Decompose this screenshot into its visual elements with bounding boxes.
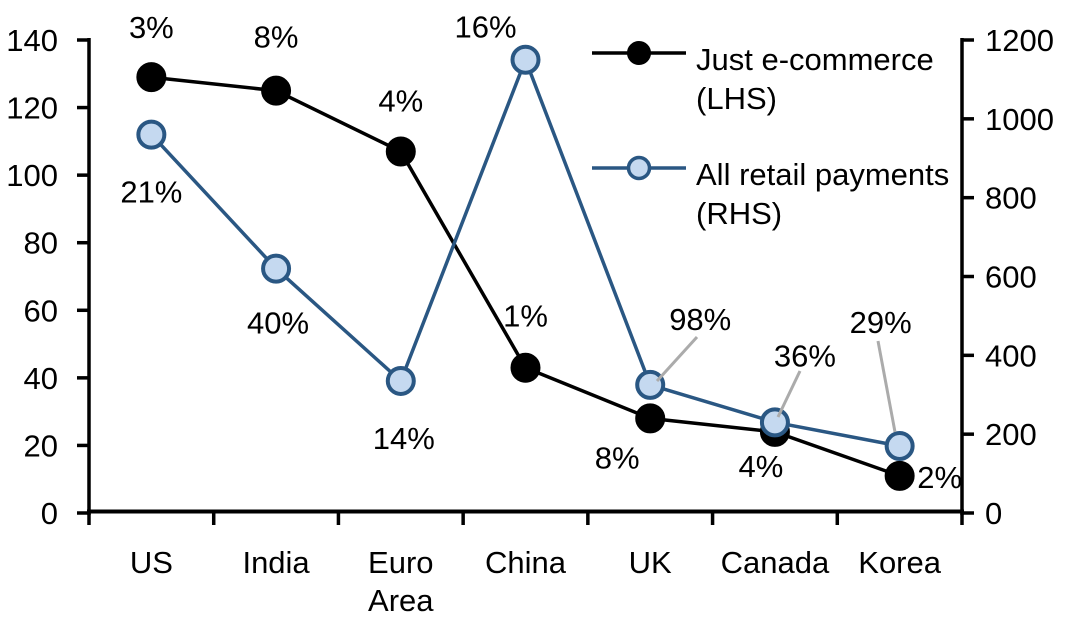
y-axis-right-tick-label-600: 600 xyxy=(985,260,1037,295)
legend-label-just-e-commerce-lhs-line2: (LHS) xyxy=(696,81,777,116)
y-axis-right-tick-label-200: 200 xyxy=(985,417,1037,452)
point-label-all-retail-payments-rhs-euro-area-14pct: 14% xyxy=(373,421,435,456)
point-label-all-retail-payments-rhs-korea-29pct: 29% xyxy=(850,305,912,340)
data-point-all-retail-payments-rhs-china xyxy=(510,44,541,75)
y-axis-right-tick-label-800: 800 xyxy=(985,181,1037,216)
y-axis-left: 0 20 40 60 80 100 120 140 xyxy=(6,23,91,531)
data-point-just-e-commerce-lhs-korea xyxy=(884,460,915,491)
x-axis-category-label-euro-area-line1: Euro xyxy=(368,545,433,580)
point-label-all-retail-payments-rhs-uk-98pct: 98% xyxy=(669,302,731,337)
y-axis-left-tick-label-40: 40 xyxy=(24,361,58,396)
leader-line-uk xyxy=(655,335,699,383)
legend-label-all-retail-payments-rhs-line1: All retail payments xyxy=(696,157,949,192)
y-axis-left-tick-label-0: 0 xyxy=(41,496,58,531)
x-axis-category-label-uk: UK xyxy=(629,545,672,580)
y-axis-right: 0 200 400 600 800 1000 1200 xyxy=(960,23,1054,531)
point-label-just-e-commerce-lhs-us-3pct: 3% xyxy=(129,10,174,45)
leader-line-korea xyxy=(876,340,897,433)
data-point-just-e-commerce-lhs-us xyxy=(136,62,167,93)
label-leader-lines xyxy=(655,335,897,433)
series-line-all-retail-payments-rhs xyxy=(150,54,900,448)
legend-marker-just-e-commerce-lhs-icon xyxy=(627,41,651,65)
x-axis-category-label-us: US xyxy=(130,545,173,580)
series-all-retail-payments-rhs xyxy=(136,44,915,461)
point-label-all-retail-payments-rhs-china-16pct: 16% xyxy=(454,10,516,45)
point-label-just-e-commerce-lhs-euro-area-4pct: 4% xyxy=(378,83,423,118)
data-point-just-e-commerce-lhs-china xyxy=(510,352,541,383)
data-point-all-retail-payments-rhs-us xyxy=(136,119,167,150)
x-axis-category-label-korea: Korea xyxy=(858,545,941,580)
legend-label-just-e-commerce-lhs-line1: Just e-commerce xyxy=(696,42,934,77)
point-label-all-retail-payments-rhs-us-21pct: 21% xyxy=(120,175,182,210)
point-label-all-retail-payments-rhs-canada-36pct: 36% xyxy=(774,338,836,373)
point-labels-just-e-commerce-lhs: 3% 8% 4% 1% 8% 4% 2% xyxy=(129,10,962,495)
data-point-all-retail-payments-rhs-korea xyxy=(884,430,915,461)
y-axis-left-tick-label-120: 120 xyxy=(6,91,58,126)
point-label-just-e-commerce-lhs-korea-2pct: 2% xyxy=(917,460,962,495)
y-axis-right-tick-label-1000: 1000 xyxy=(985,102,1054,137)
y-axis-right-tick-label-0: 0 xyxy=(985,496,1002,531)
data-point-just-e-commerce-lhs-india xyxy=(261,75,292,106)
data-point-all-retail-payments-rhs-uk xyxy=(635,369,666,400)
y-axis-left-tick-label-140: 140 xyxy=(6,23,58,58)
point-label-just-e-commerce-lhs-canada-4pct: 4% xyxy=(739,449,784,484)
legend-marker-all-retail-payments-rhs-icon xyxy=(626,155,652,181)
y-axis-left-tick-label-60: 60 xyxy=(24,293,58,328)
y-axis-left-tick-label-20: 20 xyxy=(24,428,58,463)
y-axis-left-tick-label-100: 100 xyxy=(6,158,58,193)
legend-item-all-retail-payments-rhs: All retail payments (RHS) xyxy=(592,155,949,231)
y-axis-right-tick-label-1200: 1200 xyxy=(985,23,1054,58)
point-label-just-e-commerce-lhs-uk-8pct: 8% xyxy=(595,440,640,475)
x-axis-category-label-china: China xyxy=(485,545,567,580)
point-label-just-e-commerce-lhs-china-1pct: 1% xyxy=(503,299,548,334)
data-point-just-e-commerce-lhs-uk xyxy=(635,403,666,434)
leader-line-canada xyxy=(776,370,802,418)
y-axis-left-tick-label-80: 80 xyxy=(24,226,58,261)
x-axis-category-label-euro-area-line2: Area xyxy=(368,583,434,618)
legend-label-all-retail-payments-rhs-line2: (RHS) xyxy=(696,196,782,231)
x-axis-category-label-canada: Canada xyxy=(721,545,830,580)
data-point-all-retail-payments-rhs-canada xyxy=(759,407,790,438)
point-label-all-retail-payments-rhs-india-40pct: 40% xyxy=(247,306,309,341)
legend: Just e-commerce (LHS) All retail payments (… xyxy=(592,41,949,231)
y-axis-right-tick-label-400: 400 xyxy=(985,338,1037,373)
point-label-just-e-commerce-lhs-india-8pct: 8% xyxy=(254,20,299,55)
point-labels-all-retail-payments-rhs: 21% 40% 14% 16% 98% 36% 29% xyxy=(120,10,911,456)
x-axis-category-label-india: India xyxy=(242,545,310,580)
legend-item-just-e-commerce-lhs: Just e-commerce (LHS) xyxy=(592,41,934,116)
data-point-all-retail-payments-rhs-euro-area xyxy=(385,365,416,396)
data-point-just-e-commerce-lhs-euro-area xyxy=(385,136,416,167)
data-point-all-retail-payments-rhs-india xyxy=(261,253,292,284)
